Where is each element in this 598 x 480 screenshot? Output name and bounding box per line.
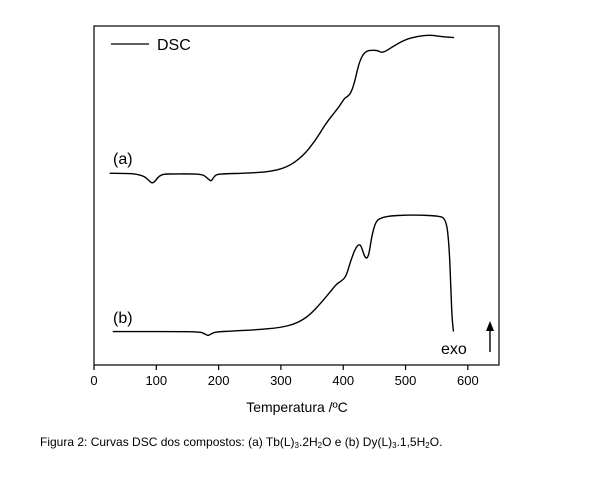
figure-caption: Figura 2: Curvas DSC dos compostos: (a) … xyxy=(40,435,580,450)
curves-group xyxy=(109,34,455,336)
legend: DSC xyxy=(111,37,191,54)
curve-label-a: (a) xyxy=(113,151,133,168)
caption-text: O e (b) Dy(L) xyxy=(322,435,393,449)
x-tick-label-0: 0 xyxy=(90,373,97,388)
caption-text: .2H xyxy=(298,435,318,449)
caption-subscript: 3 xyxy=(294,441,299,450)
x-axis-title: Temperatura /ºC xyxy=(246,399,348,415)
caption-text: Figura 2: Curvas DSC dos compostos: (a) … xyxy=(40,435,295,449)
exo-label: exo xyxy=(441,341,467,358)
caption-subscript: 2 xyxy=(317,441,323,450)
x-tick-label-100: 100 xyxy=(145,373,167,388)
x-axis-ticks: 0 100 200 300 400 500 600 xyxy=(90,365,479,388)
exo-arrow-head xyxy=(486,321,494,331)
caption-subscript: 2 xyxy=(425,441,430,450)
x-tick-label-600: 600 xyxy=(457,373,479,388)
legend-label: DSC xyxy=(157,37,191,54)
caption-text: .1,5H xyxy=(396,435,426,449)
x-tick-label-300: 300 xyxy=(270,373,292,388)
dsc-chart: 0 100 200 300 400 500 600 (a) (b) DSC exo Temp… xyxy=(90,25,500,415)
x-tick-label-200: 200 xyxy=(208,373,230,388)
caption-subscript: 3 xyxy=(392,441,397,450)
caption-text: O. xyxy=(429,435,443,449)
x-tick-label-500: 500 xyxy=(395,373,417,388)
x-tick-label-400: 400 xyxy=(332,373,354,388)
plot-frame xyxy=(93,25,500,366)
dsc-curve-a xyxy=(109,34,455,184)
curve-label-b: (b) xyxy=(113,310,133,327)
dsc-curve-b xyxy=(112,214,455,336)
exo-annotation: exo xyxy=(441,321,494,358)
